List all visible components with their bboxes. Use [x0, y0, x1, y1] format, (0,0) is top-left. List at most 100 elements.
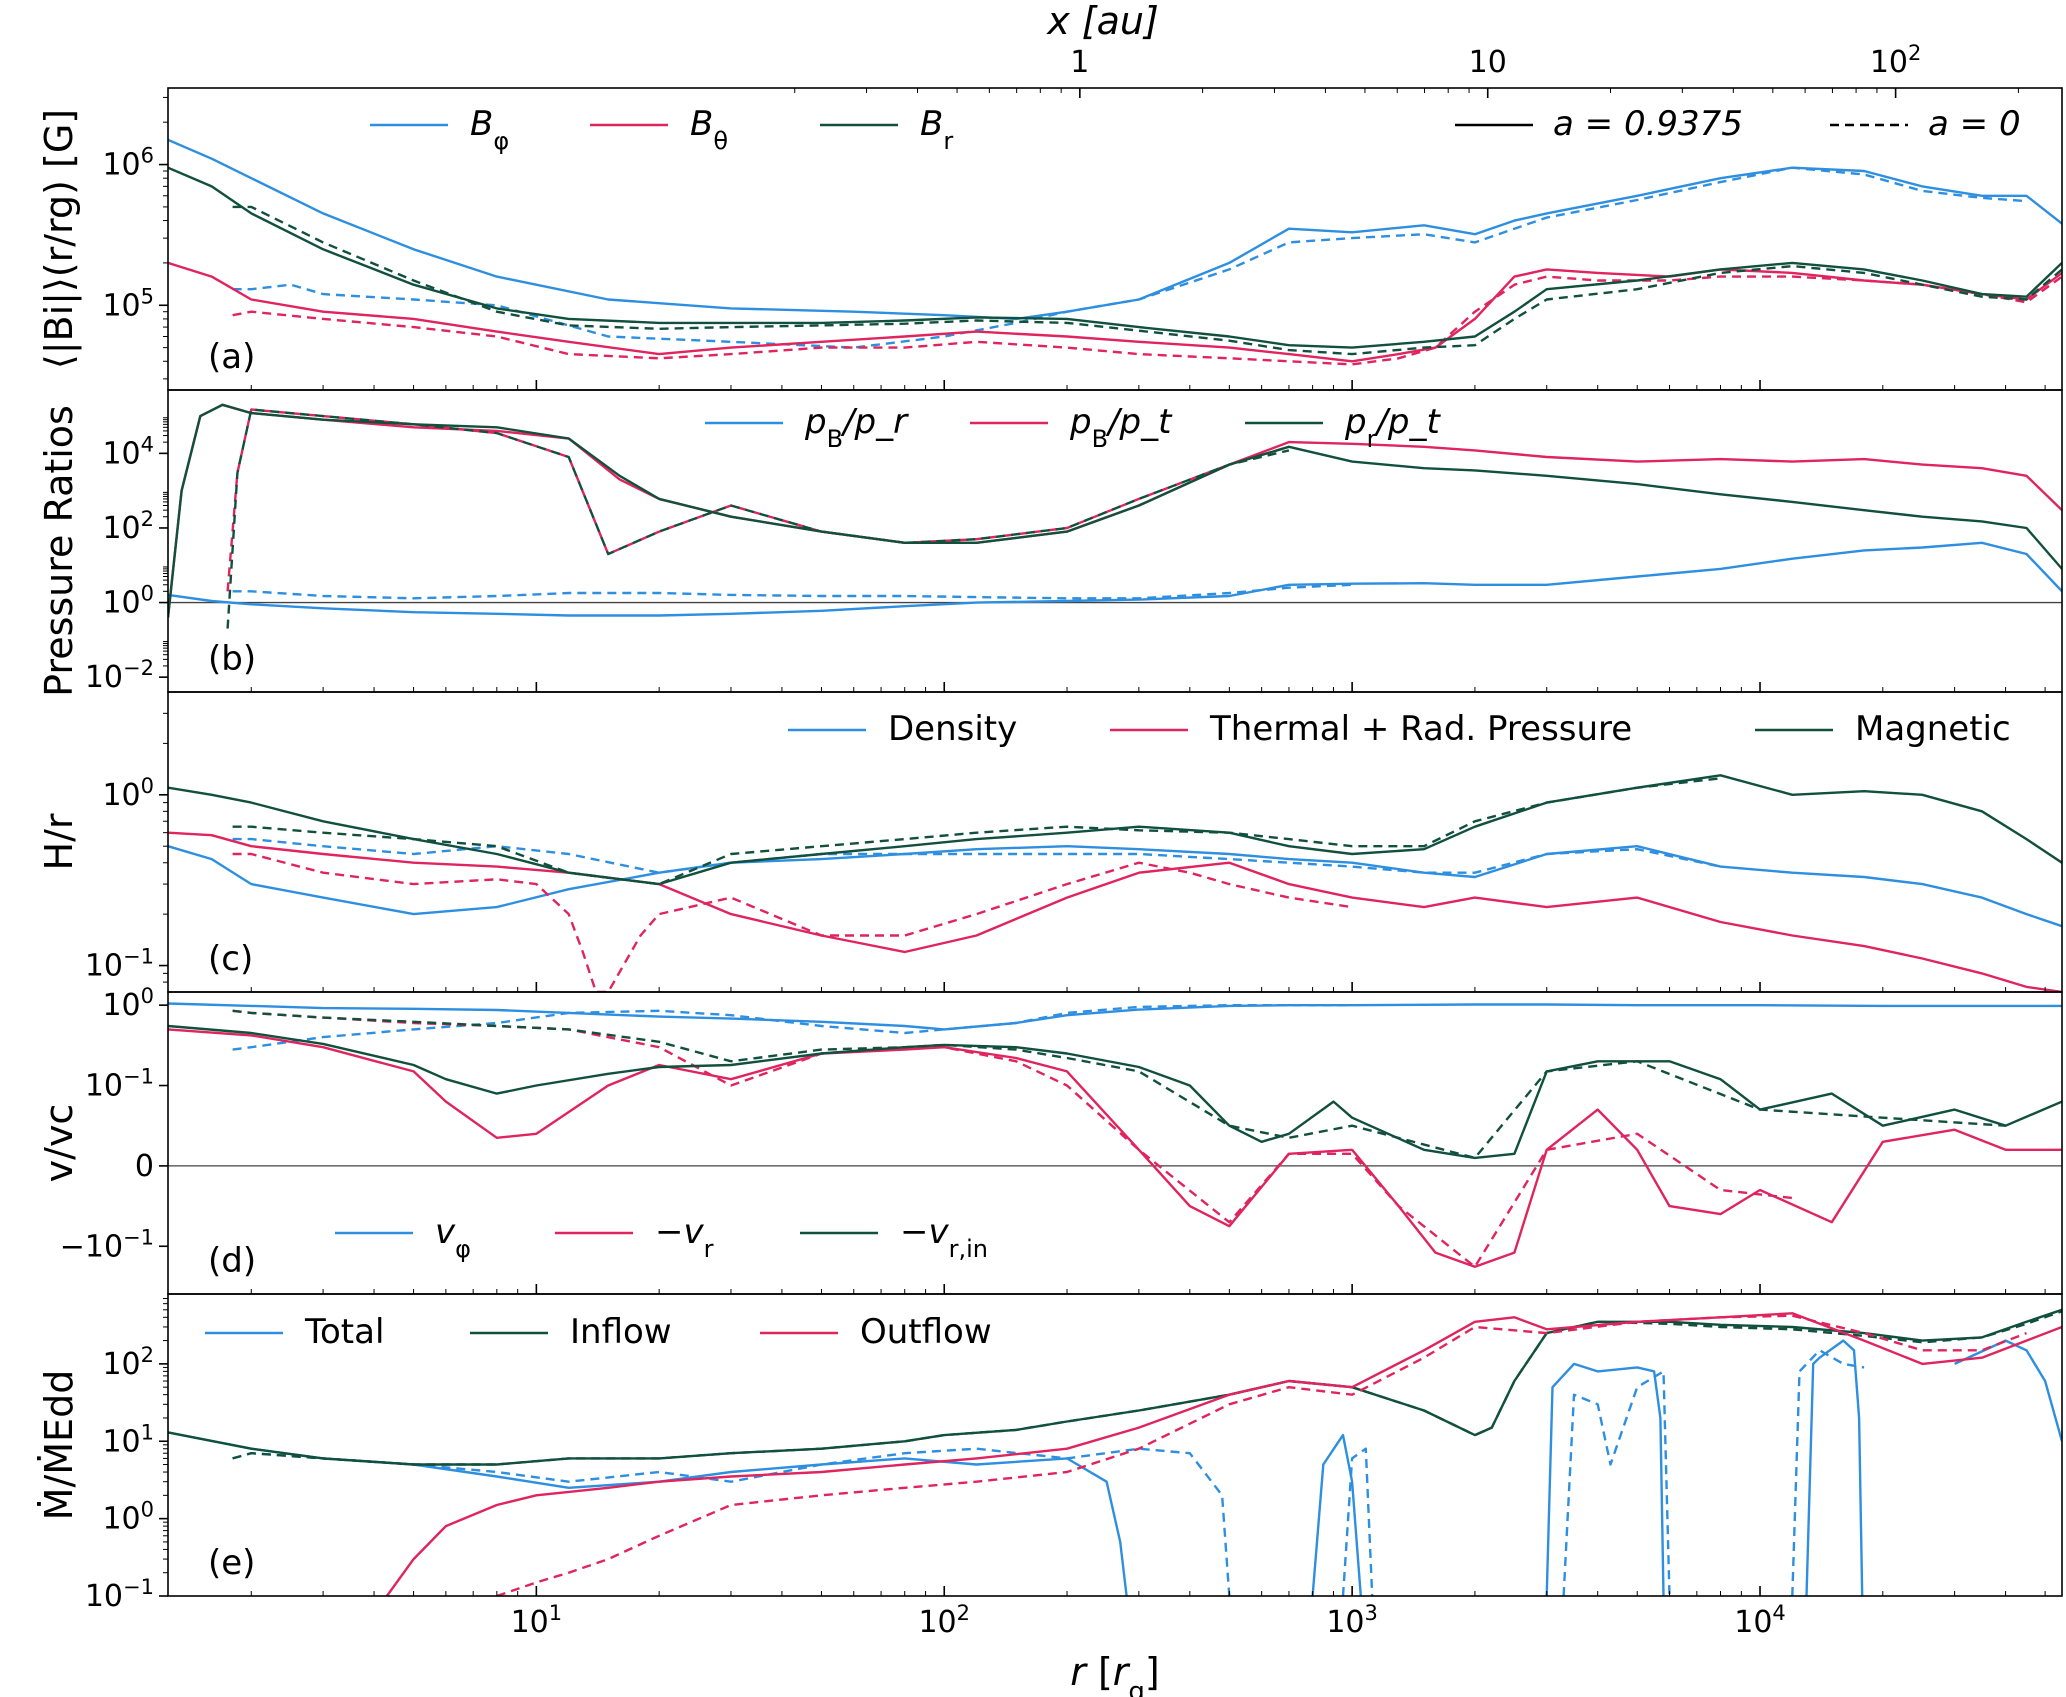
y-tick-label: 10−2 [85, 656, 154, 695]
series-line-b-r-a-0 [232, 205, 2062, 356]
series-line--v-r-in-a-0 [232, 1009, 2006, 1160]
legend-label: Density [888, 709, 1017, 749]
legend-label: −vr,in [900, 1212, 988, 1263]
series-line-outflow [385, 1312, 2062, 1596]
series-line-total-a-0 [1562, 1370, 1671, 1596]
legend: Bφ Bθ Br a = 0.9375 a = 0 [370, 104, 2021, 155]
top-tick-label: 10 [1469, 45, 1507, 80]
series-line--v-r [168, 1028, 2062, 1269]
y-tick-label: 100 [102, 582, 154, 621]
y-tick-label: 100 [102, 1498, 154, 1537]
panel-tag: (c) [208, 939, 253, 979]
legend-label: pr/p_t [1344, 402, 1442, 453]
y-tick-label: 102 [102, 507, 154, 546]
y-tick-label: 10−1 [85, 945, 154, 984]
y-tick-label: 100 [102, 774, 154, 813]
legend-label: Magnetic [1855, 709, 2011, 749]
panel-c: 10−1 100 (c) H/r Density Thermal + Rad. Press… [37, 691, 2063, 993]
legend-label: Br [920, 104, 953, 155]
legend-label: vφ [435, 1212, 471, 1263]
legend: vφ −vr −vr,in [335, 1212, 988, 1263]
x-tick-label: 102 [918, 1601, 970, 1640]
x-tick-label: 101 [511, 1601, 563, 1640]
panel-d: −10−1 0 10−1 100 (d) v/vc vφ −vr −vr,in [37, 984, 2063, 1295]
series-line-thermal-a-0 [232, 852, 1353, 992]
series-line-pb-pr [168, 541, 2062, 617]
series-line-pr-pt-a-0 [226, 408, 1290, 629]
x-tick-label: 104 [1734, 1601, 1786, 1640]
legend-label: a = 0 [1928, 104, 2021, 144]
series-line-v-phi-a-0 [232, 1004, 1353, 1051]
bottom-axis-label: r [rg] [1070, 1650, 1160, 1697]
y-tick-label: 105 [102, 284, 154, 323]
series-line-total-a-0 [1341, 1447, 1374, 1596]
legend-label: −vr [655, 1212, 714, 1263]
y-axis-label: v/vc [37, 1104, 81, 1183]
panel-tag: (e) [208, 1543, 255, 1583]
series-line-b-phi [168, 138, 2062, 321]
panel-e: 10−1 100 101 102 (e) Ṁ/ṀEdd Total Inflow Outflow [37, 1293, 2063, 1614]
top-axis-label: x [au] [1046, 0, 1159, 43]
series-line--v-r-in [168, 1024, 2062, 1160]
legend-label: Thermal + Rad. Pressure [1209, 709, 1632, 749]
series-line-density [168, 845, 2062, 928]
series-line-pb-pr-a-0 [232, 583, 1353, 600]
series-line-magnetic-a-0 [232, 777, 1721, 886]
panel-tag: (a) [208, 337, 255, 377]
y-tick-label: −10−1 [60, 1225, 154, 1264]
y-tick-label: 104 [102, 432, 154, 471]
legend-label: pB/p_r [804, 402, 909, 453]
series-line-total [1805, 1339, 1864, 1596]
series-line-magnetic [168, 774, 2062, 886]
top-axis: x [au] 110102103 [794, 0, 2019, 98]
legend-label: Outflow [860, 1312, 992, 1352]
panel-frame [167, 691, 2063, 993]
legend-label: pB/p_t [1069, 402, 1173, 453]
y-axis-label: ⟨|Bi|⟩(r/rg) [G] [37, 109, 82, 369]
series-line-v-phi [168, 1002, 2062, 1031]
series-group [168, 138, 2062, 366]
legend-label: Inflow [570, 1312, 672, 1352]
top-tick-label: 102 [1870, 41, 1922, 80]
panel-a: 105 106 (a) ⟨|Bi|⟩(r/rg) [G] Bφ Bθ Br a = 0.937… [37, 87, 2063, 391]
y-axis-label: Pressure Ratios [37, 405, 81, 697]
legend-label: Bθ [690, 104, 728, 155]
y-tick-label: 10−1 [85, 1065, 154, 1104]
series-line-b-theta [168, 261, 2062, 363]
y-tick-label: 100 [102, 984, 154, 1023]
series-line-total [1311, 1433, 1362, 1596]
series-line-thermal [168, 831, 2062, 992]
series-line--v-r-a-0 [232, 1009, 1793, 1269]
series-line-outflow-a-0 [496, 1314, 2027, 1596]
series-line-inflow [168, 1308, 2062, 1466]
panel-frame [167, 1293, 2063, 1597]
y-tick-label: 102 [102, 1343, 154, 1382]
series-line-total [1545, 1362, 1665, 1596]
y-tick-label: 10−1 [85, 1575, 154, 1614]
y-axis-label: Ṁ/ṀEdd [37, 1370, 81, 1521]
series-line-b-theta-a-0 [232, 275, 2062, 366]
legend-label: a = 0.9375 [1553, 104, 1743, 144]
series-line-pr-pt [168, 403, 2062, 618]
series-line-total [1954, 1339, 2062, 1442]
series-group [168, 774, 2062, 992]
series-line-total-a-0 [232, 1447, 1231, 1596]
top-tick-label: 1 [1070, 45, 1089, 80]
series-group [168, 1002, 2062, 1269]
y-axis-label: H/r [37, 813, 81, 870]
series-line-total-a-0 [1791, 1349, 1865, 1596]
series-line-b-r [168, 166, 2062, 349]
legend: pB/p_r pB/p_t pr/p_t [705, 402, 1442, 453]
y-tick-label: 101 [102, 1420, 154, 1459]
series-line-b-phi-a-0 [232, 166, 2027, 349]
panel-tag: (b) [208, 639, 256, 679]
legend-label: Total [304, 1312, 384, 1352]
panel-frame [167, 87, 2063, 391]
bottom-axis: 101 102 103 104 [250, 380, 2046, 1640]
y-tick-label: 106 [102, 144, 154, 183]
series-group [168, 403, 2062, 629]
x-tick-label: 103 [1326, 1601, 1378, 1640]
series-group [168, 1308, 2062, 1596]
legend: Total Inflow Outflow [205, 1312, 992, 1352]
